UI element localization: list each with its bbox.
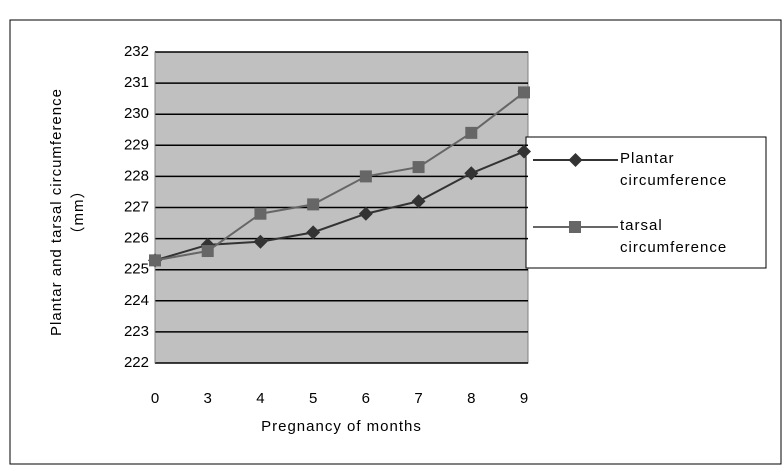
y-tick-label: 228 — [124, 167, 149, 184]
data-point — [413, 161, 425, 173]
data-point — [307, 198, 319, 210]
page: 222 223 224 225 226 227 228 229 230 231 232 0 3 4 5 6 7 8… — [0, 0, 782, 465]
x-tick-label: 3 — [204, 390, 212, 407]
y-tick-label: 231 — [124, 74, 149, 91]
legend-label: tarsal circumference — [620, 215, 770, 259]
x-tick-label: 6 — [362, 390, 370, 407]
x-tick-label: 9 — [520, 390, 528, 407]
y-tick-label: 222 — [124, 354, 149, 371]
y-tick-label: 223 — [124, 323, 149, 340]
x-tick-label: 4 — [256, 390, 264, 407]
y-tick-label: 227 — [124, 198, 149, 215]
data-point — [360, 170, 372, 182]
y-axis-title: Plantar and tarsal circumference（mm） — [46, 87, 90, 337]
legend-label: Plantar circumference — [620, 148, 770, 192]
x-tick-label: 0 — [151, 390, 159, 407]
x-tick-label: 7 — [414, 390, 422, 407]
data-point — [149, 254, 161, 266]
data-point — [254, 208, 266, 220]
data-point — [465, 127, 477, 139]
y-tick-label: 225 — [124, 261, 149, 278]
data-point — [202, 245, 214, 257]
y-tick-label: 224 — [124, 292, 149, 309]
y-tick-label: 232 — [124, 43, 149, 60]
x-axis-title: Pregnancy of months — [155, 416, 528, 438]
x-tick-label: 5 — [309, 390, 317, 407]
data-point — [518, 86, 530, 98]
legend-marker — [569, 221, 581, 233]
y-tick-label: 229 — [124, 136, 149, 153]
y-tick-label: 226 — [124, 230, 149, 247]
y-tick-label: 230 — [124, 105, 149, 122]
x-tick-label: 8 — [467, 390, 475, 407]
